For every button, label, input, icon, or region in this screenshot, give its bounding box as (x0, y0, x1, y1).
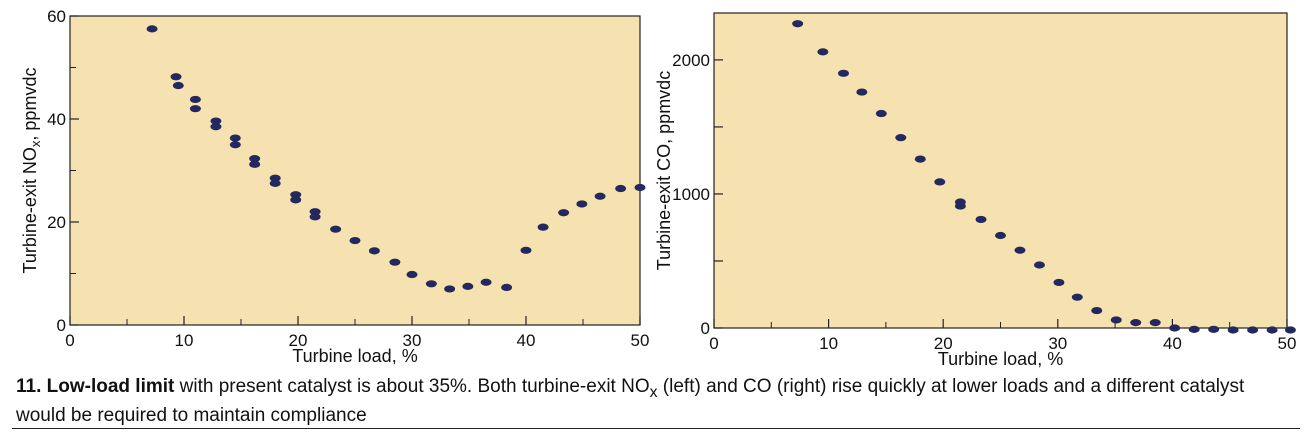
y-tick-label: 60 (47, 7, 66, 26)
data-point (425, 280, 437, 288)
x-tick-label: 10 (175, 331, 194, 350)
data-point (975, 215, 987, 224)
data-point (558, 209, 570, 217)
data-point (520, 246, 532, 254)
data-point (269, 174, 281, 182)
data-point (995, 231, 1006, 240)
data-point (290, 196, 302, 204)
data-point (1208, 325, 1220, 333)
data-point (856, 88, 868, 96)
data-point (1284, 326, 1296, 334)
data-point (1149, 319, 1161, 327)
caption-title: 11. Low-load limit (16, 376, 175, 397)
data-point (792, 20, 804, 28)
data-point (462, 282, 474, 290)
x-tick-label: 20 (934, 334, 953, 353)
x-tick-label: 50 (1278, 334, 1297, 353)
data-point (330, 225, 342, 233)
data-point (189, 105, 201, 113)
data-point (615, 184, 627, 193)
data-point (444, 285, 456, 293)
caption-text-part2: (left) and CO (right) rise quickly at lo… (16, 376, 1245, 426)
co-chart: 0 10 20 30 40 50 0 1000 2000 Turbine load, % Turbi… (654, 12, 1297, 369)
data-point (368, 247, 380, 255)
data-point (1033, 261, 1045, 269)
x-axis-title: Turbine load, % (938, 349, 1063, 369)
data-point (895, 134, 907, 142)
data-point (170, 73, 182, 81)
data-point (189, 95, 201, 104)
caption-text-part1: with present catalyst is about 35%. Both… (174, 376, 650, 397)
data-point (537, 223, 549, 231)
data-point (954, 202, 966, 210)
y-tick-label: 1000 (672, 185, 710, 204)
x-tick-label: 20 (289, 331, 308, 350)
data-point (389, 258, 401, 266)
data-point (172, 81, 184, 90)
data-point (309, 213, 321, 221)
data-point (837, 69, 849, 77)
plot-area (69, 15, 641, 326)
data-point (1169, 324, 1181, 332)
data-point (210, 123, 222, 131)
data-point (349, 236, 361, 245)
data-point (229, 134, 241, 142)
data-point (269, 179, 281, 187)
data-point (1188, 325, 1200, 333)
data-point (249, 160, 261, 168)
y-tick-label: 0 (701, 319, 710, 338)
x-tick-label: 30 (403, 331, 422, 350)
x-tick-label: 30 (1048, 334, 1067, 353)
y-tick-label: 0 (57, 316, 66, 335)
nox-chart: 0 10 20 30 40 50 0 20 40 60 Turbine load, % Turbine… (20, 7, 649, 366)
data-point (309, 208, 321, 216)
data-point (1266, 326, 1278, 334)
data-point (146, 25, 158, 33)
data-point (1014, 246, 1026, 254)
figure-charts: 0 10 20 30 40 50 0 20 40 60 Turbine load, % Turbine… (20, 7, 1297, 369)
data-point (210, 117, 222, 125)
data-point (817, 48, 829, 56)
x-tick-label: 40 (1163, 334, 1182, 353)
figure-caption: 11. Low-load limit with present catalyst… (16, 375, 1296, 427)
x-tick-label: 50 (631, 331, 650, 350)
data-point (1071, 293, 1083, 301)
y-axis-title: Turbine-exit NOx, ppmvdc (20, 68, 43, 274)
caption-divider (12, 428, 1300, 429)
x-tick-label: 0 (65, 331, 74, 350)
data-point (1247, 326, 1259, 334)
x-tick-label: 40 (517, 331, 536, 350)
data-point (1053, 278, 1065, 287)
y-tick-label: 2000 (672, 51, 710, 70)
data-point (290, 191, 302, 199)
x-tick-label: 0 (709, 334, 718, 353)
x-tick-label: 10 (819, 334, 838, 353)
y-tick-label: 20 (47, 213, 66, 232)
caption-subscript: x (649, 383, 658, 401)
y-tick-label: 40 (47, 110, 66, 129)
data-point (249, 155, 261, 163)
data-point (875, 109, 887, 118)
data-point (1130, 319, 1142, 327)
data-point (594, 192, 606, 200)
plot-area (713, 12, 1288, 329)
data-point (1227, 326, 1239, 334)
data-point (576, 200, 588, 208)
data-point (934, 178, 946, 186)
data-point (1091, 306, 1103, 315)
data-point (480, 278, 492, 286)
y-axis-title: Turbine-exit CO, ppmvdc (654, 71, 674, 270)
data-point (914, 155, 926, 163)
data-point (229, 141, 241, 149)
x-axis-title: Turbine load, % (292, 346, 417, 366)
data-point (501, 283, 513, 292)
data-point (1110, 316, 1122, 324)
data-point (406, 270, 418, 279)
data-point (634, 183, 646, 192)
